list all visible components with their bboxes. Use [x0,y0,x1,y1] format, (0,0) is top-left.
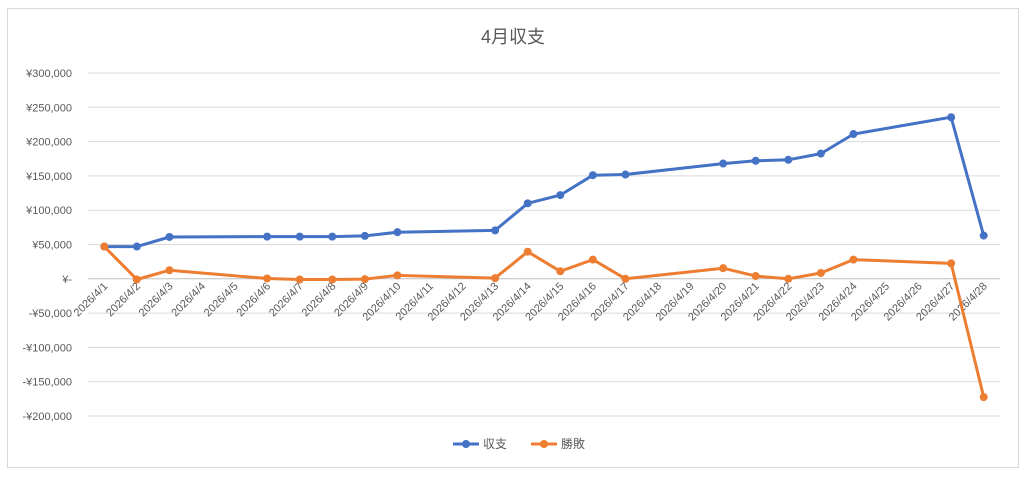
data-point [816,149,825,158]
data-point [784,155,793,164]
data-point [719,159,728,168]
data-point [621,170,630,179]
y-tick-label: ¥150,000 [25,171,72,183]
data-point [556,267,565,276]
y-tick-label: ¥200,000 [25,137,72,149]
data-point [328,232,337,241]
data-point [100,242,109,251]
chart-frame: 4月収支 ¥300,000 ¥250,000 ¥200,000 ¥150,000 ¥10… [7,8,1019,468]
y-tick-label: -¥200,000 [22,411,72,423]
data-point [849,255,858,264]
data-point [556,191,565,200]
data-point [263,274,272,283]
legend-marker [462,440,470,448]
data-point [132,242,141,251]
y-tick-label: -¥50,000 [29,308,72,320]
legend-label: 勝敗 [561,436,585,451]
legend-item-2: 勝敗 [531,436,585,451]
legend-item-1: 収支 [453,437,507,451]
data-point [621,274,630,283]
series-1 [100,113,988,251]
gridlines [88,72,1000,417]
data-point [328,275,337,284]
data-point [360,231,369,240]
data-point [979,231,988,240]
y-tick-label: ¥100,000 [25,205,72,217]
data-point [719,264,728,273]
y-tick-label: -¥100,000 [22,342,72,354]
data-point [588,171,597,180]
data-point [263,232,272,241]
series-2 [100,242,988,402]
data-point [295,275,304,284]
data-point [393,228,402,237]
data-point [588,255,597,264]
data-point [491,226,500,235]
data-point [165,232,174,241]
line-chart: 4月収支 ¥300,000 ¥250,000 ¥200,000 ¥150,000 ¥10… [22,27,1000,451]
legend-label: 収支 [483,437,507,451]
data-point [132,275,141,284]
series-line [102,115,986,249]
data-point [751,156,760,165]
y-tick-label: ¥- [61,274,72,286]
series-group [100,113,988,402]
data-point [295,232,304,241]
y-tick-label: ¥50,000 [31,240,72,252]
data-point [165,266,174,275]
data-point [523,199,532,208]
data-point [947,259,956,268]
series-line [102,245,986,399]
y-tick-label: -¥150,000 [22,377,72,389]
data-point [491,274,500,283]
data-point [816,268,825,277]
data-point [360,275,369,284]
y-tick-label: ¥300,000 [25,68,72,80]
y-tick-label: ¥250,000 [25,102,72,114]
y-axis-ticks: ¥300,000 ¥250,000 ¥200,000 ¥150,000 ¥100,000… [22,68,72,423]
data-point [849,130,858,139]
data-point [947,113,956,122]
x-axis-ticks: 2026/4/12026/4/22026/4/32026/4/42026/4/5… [72,280,990,323]
legend: 収支 勝敗 [453,436,585,451]
data-point [393,271,402,280]
data-point [784,274,793,283]
legend-marker [540,440,548,448]
data-point [751,272,760,281]
data-point [979,393,988,402]
chart-title: 4月収支 [481,27,545,47]
data-point [523,247,532,256]
